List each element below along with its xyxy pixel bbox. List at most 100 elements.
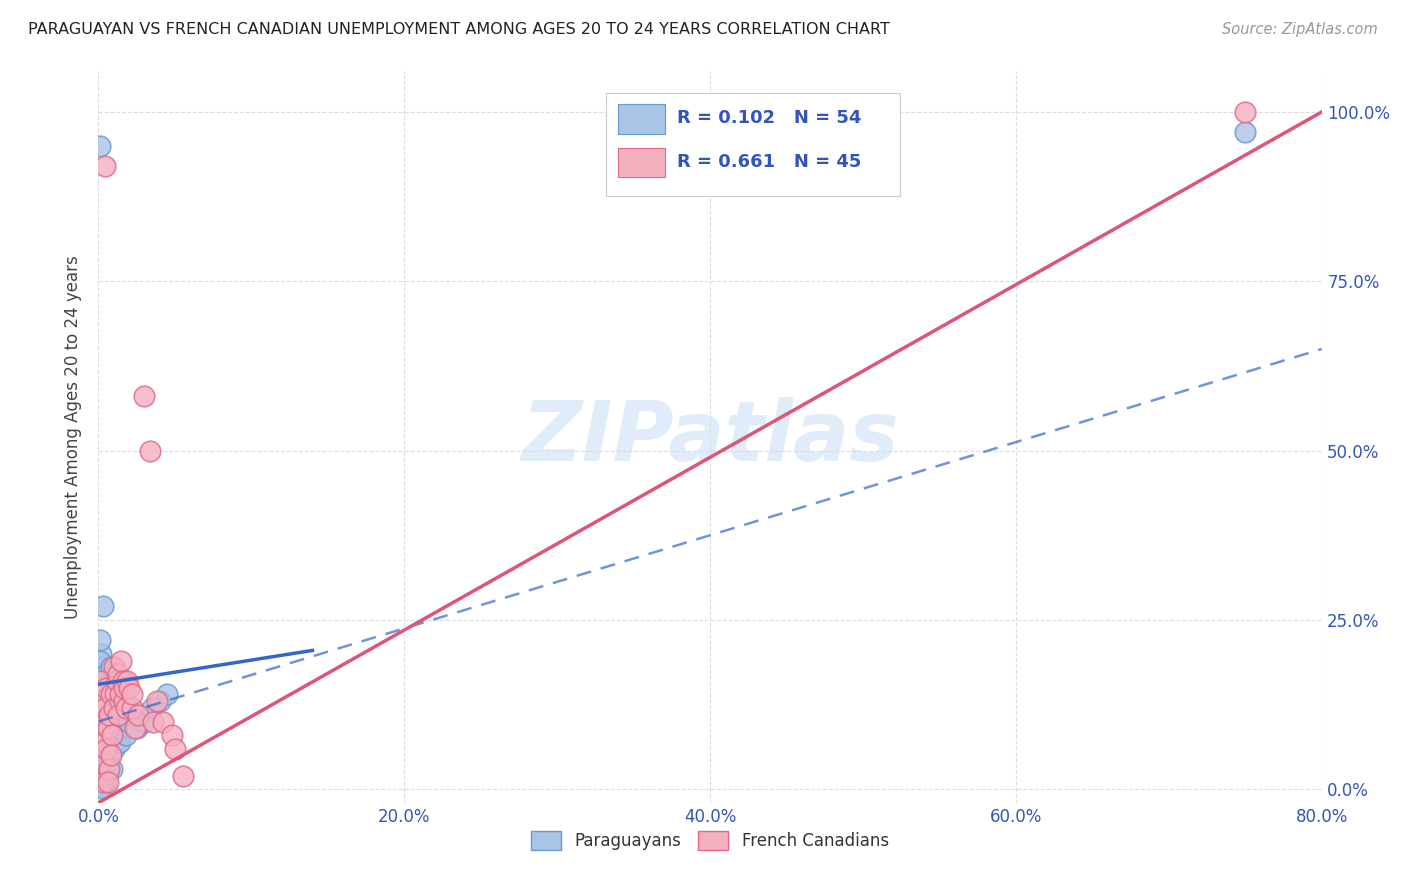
Point (100, 748, 122, 763)
FancyBboxPatch shape (619, 104, 665, 134)
Legend: Paraguayans, French Canadians: Paraguayans, French Canadians (524, 824, 896, 856)
Point (89, 779, 111, 793)
Point (121, 707, 143, 722)
Point (94, 667, 117, 681)
Point (98, 681, 121, 695)
Point (89, 660, 111, 674)
Point (91, 762, 114, 776)
Point (90, 647, 112, 661)
Point (101, 728, 124, 742)
Point (149, 694, 172, 708)
Point (104, 673, 127, 688)
Point (112, 681, 135, 695)
Point (160, 728, 183, 742)
Point (110, 714, 132, 729)
Text: ZIPatlas: ZIPatlas (522, 397, 898, 477)
Point (93, 688, 115, 702)
Point (112, 694, 135, 708)
Point (101, 762, 124, 776)
Point (91, 701, 114, 715)
Point (118, 681, 141, 695)
Point (121, 701, 143, 715)
Point (89, 139, 111, 153)
Point (91, 694, 114, 708)
Point (107, 707, 129, 722)
Point (121, 688, 143, 702)
Point (100, 688, 122, 702)
Point (108, 694, 131, 708)
Point (127, 707, 149, 722)
Point (110, 654, 132, 668)
Point (142, 714, 165, 729)
Point (124, 721, 146, 735)
Point (98, 748, 121, 763)
Point (125, 721, 148, 735)
Point (100, 721, 122, 735)
Point (103, 701, 125, 715)
Point (98, 762, 121, 776)
Point (89, 633, 111, 648)
Point (105, 673, 128, 688)
Point (110, 707, 132, 722)
Point (117, 673, 139, 688)
Point (103, 694, 125, 708)
Point (103, 741, 125, 756)
Text: R = 0.661   N = 45: R = 0.661 N = 45 (678, 153, 862, 171)
Point (100, 660, 122, 674)
FancyBboxPatch shape (606, 94, 900, 195)
Point (97, 721, 120, 735)
Point (115, 728, 138, 742)
Point (97, 721, 120, 735)
Point (90, 755, 112, 769)
Point (118, 721, 141, 735)
Point (89, 654, 111, 668)
Point (115, 701, 138, 715)
Point (90, 694, 112, 708)
Point (90, 769, 112, 783)
Point (97, 775, 120, 789)
Point (107, 667, 129, 681)
Point (108, 688, 131, 702)
Point (90, 741, 112, 756)
Point (91, 775, 114, 789)
Point (156, 688, 179, 702)
Point (145, 694, 167, 708)
Point (93, 735, 115, 749)
Point (111, 688, 134, 702)
Point (1234, 105, 1257, 120)
Point (94, 735, 117, 749)
FancyBboxPatch shape (619, 148, 665, 178)
Point (1234, 125, 1257, 139)
Point (105, 694, 128, 708)
Point (90, 681, 112, 695)
Point (94, 775, 117, 789)
Point (104, 688, 127, 702)
Point (108, 673, 131, 688)
Y-axis label: Unemployment Among Ages 20 to 24 years: Unemployment Among Ages 20 to 24 years (65, 255, 83, 619)
Point (108, 735, 131, 749)
Point (152, 714, 174, 729)
Point (98, 707, 121, 722)
Point (115, 701, 138, 715)
Point (89, 755, 111, 769)
Point (139, 443, 162, 458)
Point (89, 714, 111, 729)
Point (107, 735, 129, 749)
Point (93, 714, 115, 729)
Point (91, 673, 114, 688)
Point (101, 701, 124, 715)
Point (163, 741, 186, 756)
Point (172, 769, 194, 783)
Point (93, 159, 115, 173)
Point (134, 714, 156, 729)
Point (105, 714, 128, 729)
Point (91, 599, 114, 614)
Text: Source: ZipAtlas.com: Source: ZipAtlas.com (1222, 22, 1378, 37)
Point (93, 775, 115, 789)
Point (94, 681, 117, 695)
Point (129, 707, 152, 722)
Text: R = 0.102   N = 54: R = 0.102 N = 54 (678, 109, 862, 128)
Point (94, 741, 117, 756)
Point (90, 673, 112, 688)
Point (141, 701, 163, 715)
